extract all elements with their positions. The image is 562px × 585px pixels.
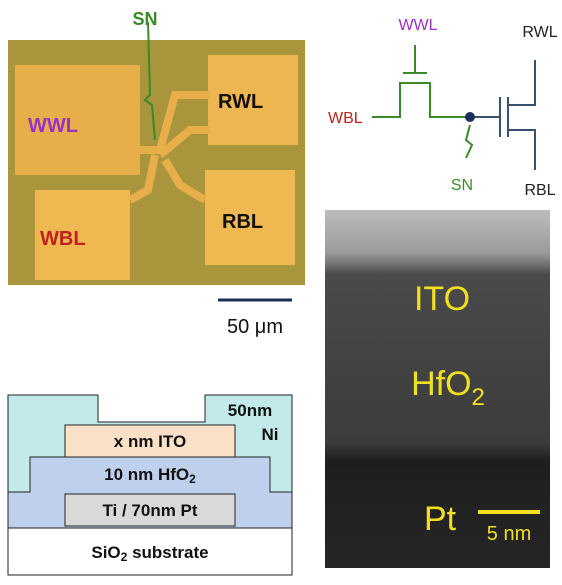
scale-label: 5 nm bbox=[487, 523, 531, 545]
node bbox=[465, 112, 475, 122]
label: ITO bbox=[414, 280, 470, 318]
scale-label: 50 μm bbox=[227, 316, 283, 338]
label-part: HfO bbox=[411, 365, 471, 403]
label: RBL bbox=[524, 182, 555, 199]
label: WWL bbox=[28, 115, 78, 137]
label: WBL bbox=[40, 228, 86, 250]
label: Ti / 70nm Pt bbox=[102, 501, 197, 520]
figure: SN WWL RWL WBL RBL 50 μm WWL WBL RWL RBL… bbox=[0, 0, 562, 580]
label: 50nm bbox=[228, 401, 272, 420]
circuit: WWL WBL RWL RBL SN bbox=[328, 17, 558, 199]
label: 10 nm HfO2 bbox=[104, 465, 196, 486]
label: RWL bbox=[522, 24, 557, 41]
page: SN WWL RWL WBL RBL 50 μm WWL WBL RWL RBL… bbox=[0, 0, 562, 585]
micrograph: SN WWL RWL WBL RBL 50 μm bbox=[8, 9, 305, 338]
label: Ni bbox=[262, 425, 279, 444]
label: SiO2 substrate bbox=[91, 543, 208, 564]
label: Pt bbox=[424, 500, 457, 538]
label: RWL bbox=[218, 91, 263, 113]
label-part: SiO bbox=[91, 543, 120, 562]
label: x nm ITO bbox=[114, 432, 186, 451]
label-part: substrate bbox=[127, 543, 208, 562]
label: WWL bbox=[398, 17, 437, 34]
tem-image: ITO HfO2 Pt 5 nm bbox=[325, 210, 550, 568]
label: SN bbox=[132, 9, 157, 29]
label-sub: 2 bbox=[472, 384, 485, 411]
stack: 50nm Ni x nm ITO 10 nm HfO2 Ti / 70nm Pt… bbox=[8, 395, 292, 575]
label-sub: 2 bbox=[189, 472, 196, 486]
label-part: 10 nm HfO bbox=[104, 465, 189, 484]
label: SN bbox=[451, 177, 473, 194]
label: WBL bbox=[328, 110, 363, 127]
label: RBL bbox=[222, 211, 263, 233]
